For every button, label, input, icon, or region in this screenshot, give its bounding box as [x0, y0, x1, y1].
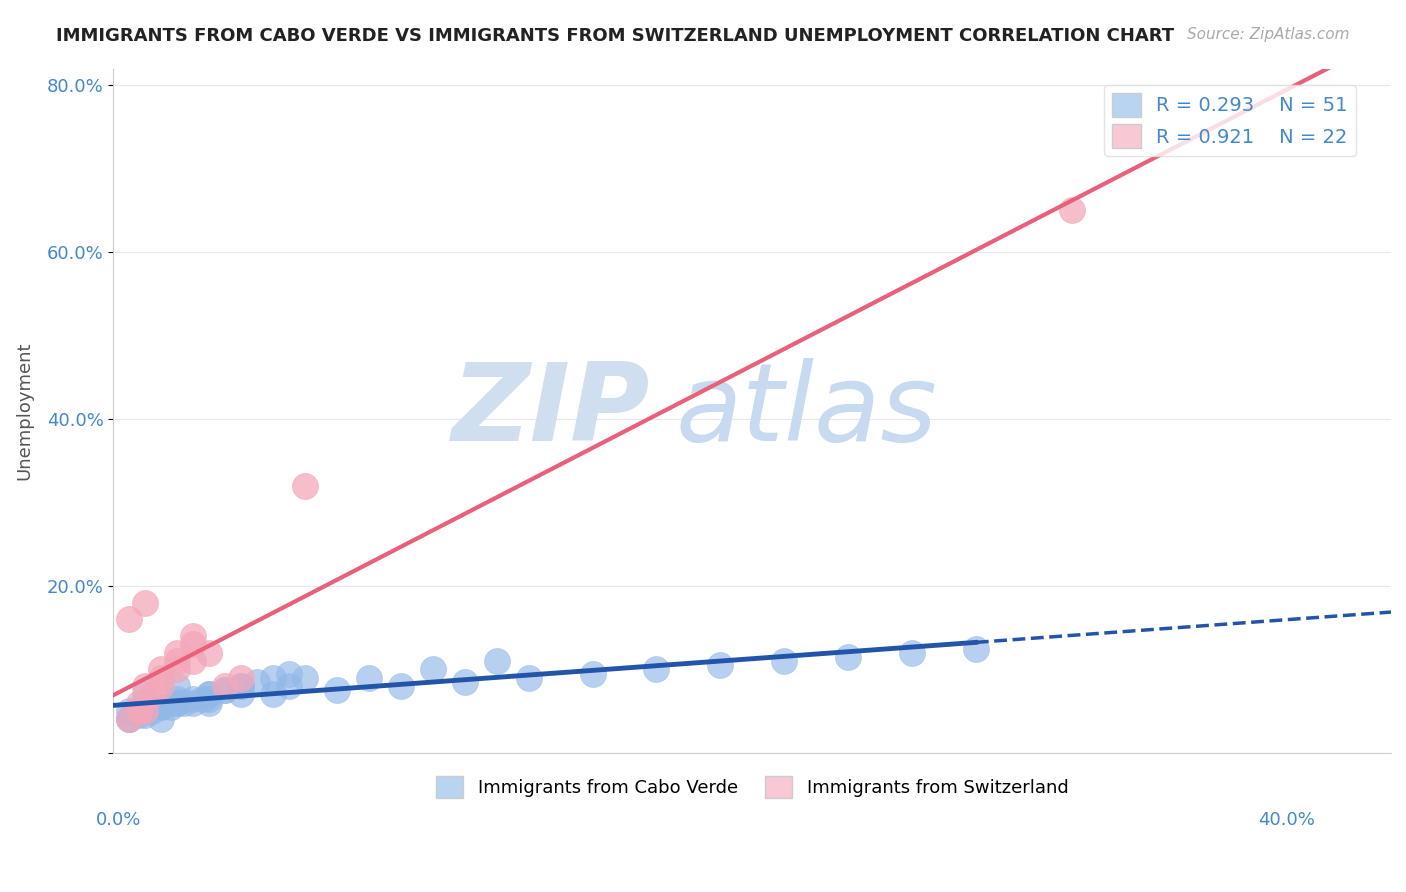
Point [326, 683, 349, 698]
Text: ZIP: ZIP [451, 358, 650, 464]
Point [134, 679, 156, 693]
Point [357, 671, 380, 685]
Point [166, 679, 188, 693]
Point [294, 671, 316, 685]
Point [1060, 203, 1083, 218]
Point [454, 674, 477, 689]
Point [150, 700, 173, 714]
Point [214, 683, 236, 698]
Point [150, 662, 173, 676]
Point [901, 646, 924, 660]
Point [166, 691, 188, 706]
Point [141, 688, 163, 702]
Point [150, 713, 173, 727]
Point [118, 713, 141, 727]
Point [183, 629, 205, 643]
Text: 40.0%: 40.0% [1258, 811, 1315, 829]
Point [166, 696, 188, 710]
Point [118, 713, 141, 727]
Point [837, 649, 859, 664]
Point [150, 671, 173, 685]
Point [128, 708, 150, 723]
Point [389, 679, 412, 693]
Point [214, 683, 236, 698]
Point [166, 646, 188, 660]
Point [246, 674, 269, 689]
Y-axis label: Unemployment: Unemployment [15, 342, 32, 480]
Point [517, 671, 540, 685]
Point [231, 671, 253, 685]
Point [485, 654, 508, 668]
Point [166, 662, 188, 676]
Point [134, 704, 156, 718]
Point [581, 666, 603, 681]
Point [773, 654, 796, 668]
Point [198, 691, 221, 706]
Point [160, 700, 183, 714]
Point [191, 691, 214, 706]
Point [118, 612, 141, 626]
Point [645, 662, 668, 676]
Point [183, 654, 205, 668]
Point [118, 713, 141, 727]
Point [294, 479, 316, 493]
Point [141, 704, 163, 718]
Legend: Immigrants from Cabo Verde, Immigrants from Switzerland: Immigrants from Cabo Verde, Immigrants f… [429, 769, 1076, 805]
Point [183, 691, 205, 706]
Point [198, 696, 221, 710]
Point [231, 679, 253, 693]
Point [278, 679, 301, 693]
Text: atlas: atlas [676, 359, 938, 463]
Point [134, 688, 156, 702]
Point [173, 696, 195, 710]
Point [198, 646, 221, 660]
Point [183, 637, 205, 651]
Point [198, 688, 221, 702]
Point [150, 679, 173, 693]
Point [183, 696, 205, 710]
Point [134, 704, 156, 718]
Point [118, 704, 141, 718]
Point [134, 596, 156, 610]
Point [128, 704, 150, 718]
Point [709, 658, 731, 673]
Point [422, 662, 444, 676]
Point [214, 679, 236, 693]
Point [134, 696, 156, 710]
Point [128, 696, 150, 710]
Point [278, 666, 301, 681]
Point [965, 641, 987, 656]
Text: IMMIGRANTS FROM CABO VERDE VS IMMIGRANTS FROM SWITZERLAND UNEMPLOYMENT CORRELATI: IMMIGRANTS FROM CABO VERDE VS IMMIGRANTS… [56, 27, 1174, 45]
Point [150, 700, 173, 714]
Point [262, 671, 284, 685]
Point [262, 688, 284, 702]
Point [231, 679, 253, 693]
Point [134, 708, 156, 723]
Point [231, 688, 253, 702]
Text: 0.0%: 0.0% [96, 811, 141, 829]
Point [166, 654, 188, 668]
Point [134, 704, 156, 718]
Text: Source: ZipAtlas.com: Source: ZipAtlas.com [1187, 27, 1350, 42]
Point [198, 688, 221, 702]
Point [166, 696, 188, 710]
